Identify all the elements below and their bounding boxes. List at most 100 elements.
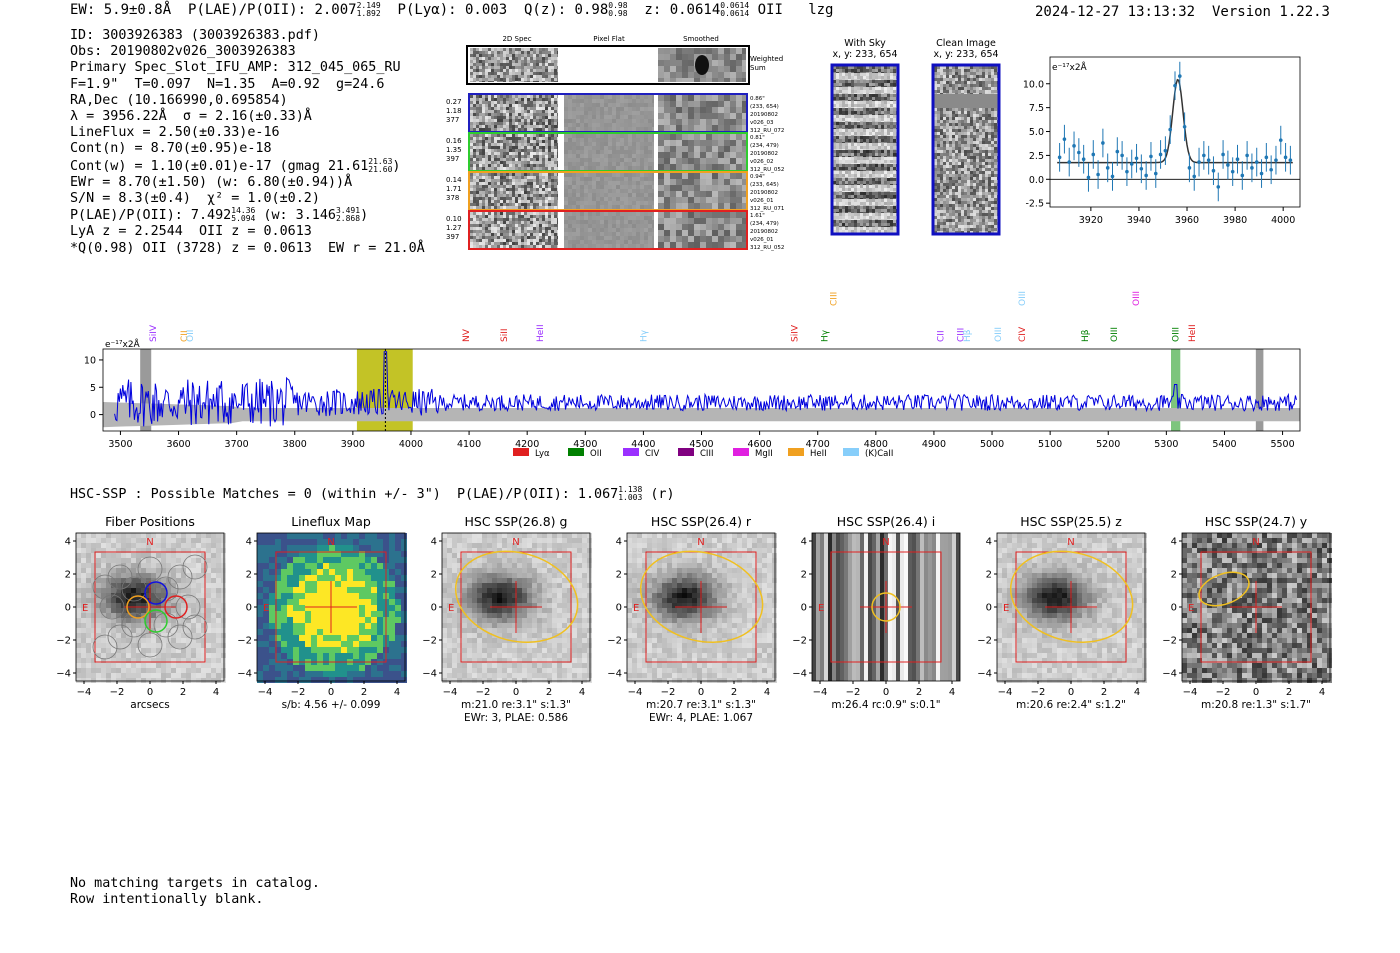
image-pixel <box>667 603 672 608</box>
image-pixel <box>1327 543 1332 548</box>
image-pixel <box>582 603 587 608</box>
image-pixel <box>1002 608 1007 613</box>
image-pixel <box>682 563 687 568</box>
image-pixel <box>176 573 181 578</box>
image-pixel <box>582 658 587 663</box>
image-pixel <box>191 548 196 553</box>
image-pixel <box>81 578 86 583</box>
image-pixel <box>677 538 682 543</box>
image-pixel <box>567 638 572 643</box>
image-pixel <box>136 568 141 573</box>
image-pixel <box>687 673 692 678</box>
image-pixel <box>512 673 517 678</box>
image-pixel <box>637 568 642 573</box>
flux-pixel <box>293 647 299 653</box>
image-pixel <box>1117 593 1122 598</box>
panel-xtick-label: 2 <box>180 687 186 698</box>
image-pixel <box>1092 578 1097 583</box>
flux-pixel <box>269 665 275 671</box>
image-pixel <box>647 568 652 573</box>
image-pixel <box>1107 568 1112 573</box>
flux-pixel <box>389 605 395 611</box>
image-pixel <box>1242 538 1247 543</box>
image-pixel <box>762 658 767 663</box>
image-pixel <box>447 663 452 668</box>
image-pixel <box>1112 618 1117 623</box>
info-lineflux: LineFlux = 2.50(±0.33)e-16 <box>70 125 280 141</box>
image-pixel <box>81 668 86 673</box>
stripe-column <box>928 533 932 681</box>
image-pixel <box>146 633 151 638</box>
image-pixel <box>712 643 717 648</box>
image-pixel <box>552 633 557 638</box>
image-pixel <box>221 603 226 608</box>
image-pixel <box>722 663 727 668</box>
image-pixel <box>1047 603 1052 608</box>
image-pixel <box>687 633 692 638</box>
image-pixel <box>717 618 722 623</box>
image-pixel <box>1067 603 1072 608</box>
image-pixel <box>181 538 186 543</box>
image-pixel <box>1072 643 1077 648</box>
image-pixel <box>181 653 186 658</box>
image-pixel <box>106 613 111 618</box>
image-pixel <box>647 658 652 663</box>
flux-pixel <box>317 629 323 635</box>
east-label: E <box>1003 603 1009 614</box>
flux-pixel <box>323 653 329 659</box>
image-pixel <box>1022 568 1027 573</box>
image-pixel <box>767 598 772 603</box>
image-pixel <box>502 563 507 568</box>
image-pixel <box>76 563 81 568</box>
cutout-stat: 1.18 <box>446 107 462 115</box>
flux-pixel <box>269 623 275 629</box>
image-pixel <box>477 628 482 633</box>
image-pixel <box>1057 643 1062 648</box>
panel-ytick-label: −2 <box>56 636 71 647</box>
image-pixel <box>507 608 512 613</box>
image-pixel <box>752 658 757 663</box>
spectrum-line-label: Hγ <box>639 329 649 342</box>
image-pixel <box>657 593 662 598</box>
image-pixel <box>86 603 91 608</box>
image-pixel <box>672 563 677 568</box>
image-pixel <box>1012 573 1017 578</box>
image-pixel <box>717 663 722 668</box>
image-pixel <box>487 558 492 563</box>
image-pixel <box>101 593 106 598</box>
image-pixel <box>637 643 642 648</box>
image-pixel <box>1237 553 1242 558</box>
flux-pixel <box>287 533 293 539</box>
legend-swatch <box>513 448 529 456</box>
panel-xtick-label: 4 <box>213 687 219 698</box>
image-pixel <box>121 668 126 673</box>
image-pixel <box>457 628 462 633</box>
image-pixel <box>652 658 657 663</box>
image-pixel <box>1192 538 1197 543</box>
image-pixel <box>201 603 206 608</box>
image-pixel <box>477 678 482 683</box>
image-pixel <box>1182 538 1187 543</box>
image-pixel <box>997 598 1002 603</box>
image-pixel <box>722 543 727 548</box>
image-pixel <box>1117 563 1122 568</box>
image-pixel <box>1197 548 1202 553</box>
panel-xtick-label: −4 <box>258 687 273 698</box>
image-pixel <box>582 623 587 628</box>
image-pixel <box>1082 623 1087 628</box>
image-pixel <box>772 638 777 643</box>
image-pixel <box>141 563 146 568</box>
image-pixel <box>116 628 121 633</box>
image-pixel <box>572 578 577 583</box>
image-pixel <box>442 623 447 628</box>
flux-pixel <box>323 551 329 557</box>
image-pixel <box>667 583 672 588</box>
image-pixel <box>191 583 196 588</box>
image-pixel <box>1087 578 1092 583</box>
image-pixel <box>1317 533 1322 538</box>
image-pixel <box>206 653 211 658</box>
image-pixel <box>727 648 732 653</box>
legend-swatch <box>843 448 859 456</box>
image-pixel <box>1107 543 1112 548</box>
flux-pixel <box>329 635 335 641</box>
